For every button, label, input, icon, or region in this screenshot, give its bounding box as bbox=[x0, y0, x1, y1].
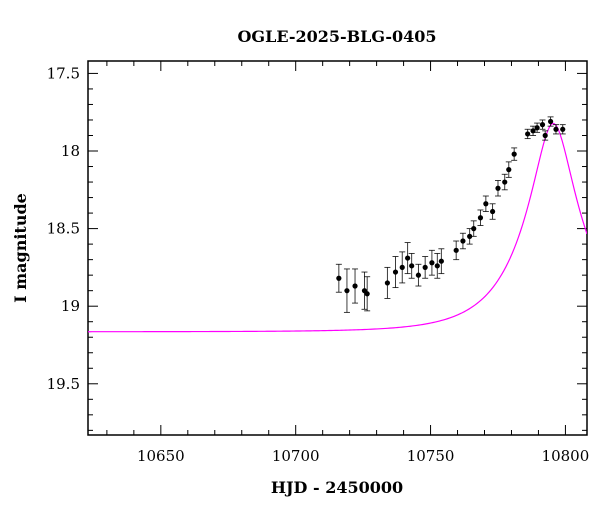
data-point bbox=[434, 252, 441, 279]
data-point-marker bbox=[399, 264, 405, 270]
data-points-layer bbox=[335, 116, 566, 313]
data-point bbox=[392, 256, 399, 289]
tick-labels: 10650 10700 10750 10800 17.5 18 18.5 19 19.5 bbox=[47, 64, 590, 465]
data-point bbox=[384, 266, 391, 299]
data-point-marker bbox=[344, 288, 350, 294]
plot-frame bbox=[87, 60, 588, 436]
data-point-marker bbox=[336, 275, 342, 281]
data-point bbox=[547, 116, 554, 127]
data-point-marker bbox=[415, 272, 422, 278]
data-point bbox=[470, 220, 477, 237]
data-point bbox=[459, 232, 466, 250]
data-point bbox=[482, 195, 489, 212]
x-tick-label: 10750 bbox=[407, 447, 455, 465]
data-point-marker bbox=[506, 167, 512, 173]
data-point bbox=[422, 256, 429, 279]
y-tick-label: 18 bbox=[61, 142, 80, 160]
data-point bbox=[361, 271, 368, 310]
data-point bbox=[552, 124, 559, 135]
data-point-marker bbox=[495, 185, 501, 191]
data-point-marker bbox=[364, 291, 370, 297]
data-point-marker bbox=[477, 215, 484, 221]
y-axis-label: I magnitude bbox=[11, 193, 30, 303]
data-point-marker bbox=[489, 208, 496, 215]
data-point-marker bbox=[453, 247, 459, 253]
data-point bbox=[335, 263, 342, 293]
data-point bbox=[364, 276, 371, 312]
data-point-marker bbox=[539, 122, 546, 128]
plot-area bbox=[87, 60, 588, 436]
data-point bbox=[539, 119, 546, 130]
data-point-marker bbox=[467, 233, 473, 239]
x-axis-label: HJD - 2450000 bbox=[271, 478, 403, 497]
data-point bbox=[505, 161, 512, 178]
data-point-marker bbox=[471, 226, 477, 232]
model-curve bbox=[88, 122, 587, 333]
data-point bbox=[524, 128, 531, 140]
y-tick-label: 17.5 bbox=[47, 64, 80, 82]
data-point bbox=[466, 228, 473, 245]
data-point-marker bbox=[392, 269, 399, 275]
data-point bbox=[511, 147, 518, 161]
y-tick-label: 18.5 bbox=[47, 220, 80, 238]
x-tick-label: 10800 bbox=[542, 447, 590, 465]
data-point-marker bbox=[511, 151, 517, 157]
data-point bbox=[404, 242, 411, 275]
data-point-marker bbox=[422, 264, 428, 270]
tick-marks bbox=[88, 61, 587, 435]
data-point-marker bbox=[405, 255, 411, 261]
y-tick-label: 19.5 bbox=[47, 375, 80, 393]
x-tick-label: 10650 bbox=[137, 447, 185, 465]
data-point bbox=[542, 130, 549, 141]
data-point-marker bbox=[542, 132, 548, 139]
data-point-marker bbox=[409, 263, 415, 269]
data-point-marker bbox=[352, 283, 358, 289]
data-point bbox=[408, 252, 415, 279]
data-point bbox=[343, 268, 350, 313]
data-point bbox=[352, 268, 359, 304]
data-point-marker bbox=[438, 258, 444, 264]
data-point bbox=[501, 173, 508, 191]
model-curve-layer bbox=[88, 122, 587, 333]
data-point bbox=[477, 209, 484, 226]
data-point bbox=[415, 263, 422, 287]
x-tick-label: 10700 bbox=[272, 447, 320, 465]
y-tick-label: 19 bbox=[61, 297, 80, 315]
data-point-marker bbox=[547, 118, 554, 125]
data-point bbox=[453, 240, 460, 261]
data-point-marker bbox=[429, 260, 435, 266]
data-point-marker bbox=[525, 131, 531, 137]
data-point bbox=[428, 249, 435, 276]
data-point bbox=[534, 122, 541, 133]
data-point-marker bbox=[553, 126, 559, 132]
data-point bbox=[489, 203, 496, 220]
data-point bbox=[559, 124, 566, 135]
data-point-marker bbox=[483, 201, 489, 207]
data-point-marker bbox=[502, 179, 508, 185]
data-point-marker bbox=[560, 126, 566, 132]
data-point-marker bbox=[460, 238, 466, 244]
data-point bbox=[399, 251, 406, 284]
data-point bbox=[494, 180, 501, 197]
data-point-marker bbox=[534, 125, 540, 131]
data-point-marker bbox=[434, 263, 440, 269]
data-point bbox=[438, 248, 445, 275]
data-point-marker bbox=[384, 280, 390, 286]
chart-title: OGLE-2025-BLG-0405 bbox=[237, 27, 436, 46]
